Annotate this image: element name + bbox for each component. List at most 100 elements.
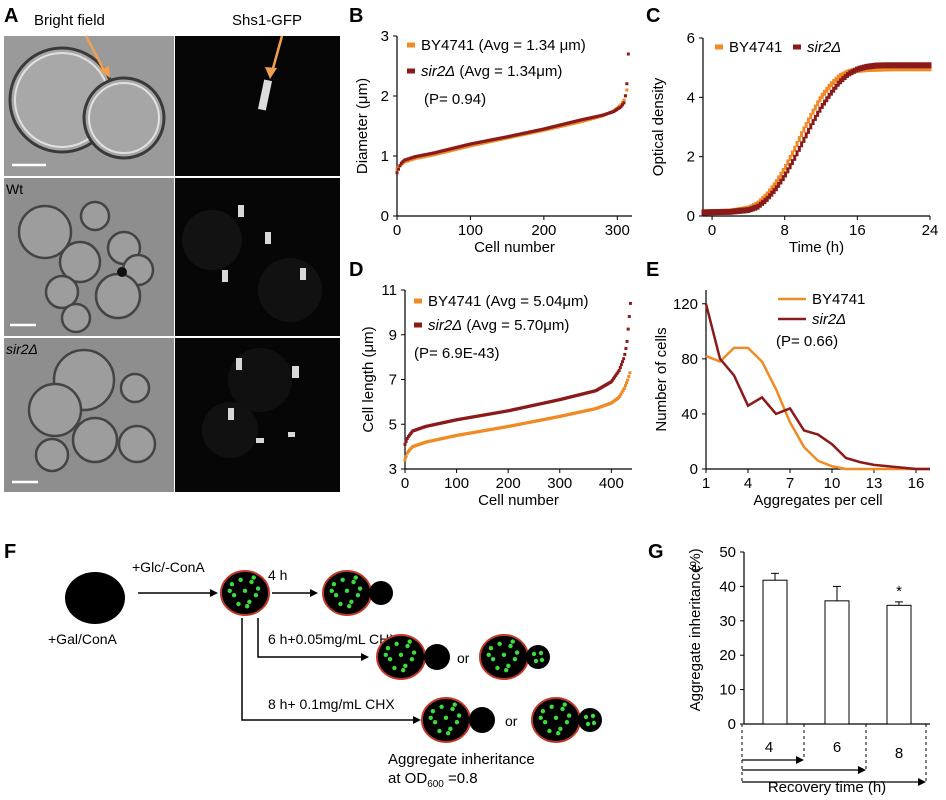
y-tick-label: 0 <box>381 208 389 225</box>
data-point <box>921 62 925 69</box>
legend-entry: sir2Δ <box>812 311 846 328</box>
aggregate-dot <box>495 665 500 671</box>
aggregate-dot <box>443 715 449 720</box>
data-point <box>873 65 877 72</box>
micrograph-gfp-1 <box>175 36 340 176</box>
aggregate-dot <box>227 588 232 593</box>
data-point <box>751 205 755 212</box>
data-point <box>781 175 785 182</box>
x-tick-label: 7 <box>786 475 794 492</box>
x-tick-label: 13 <box>866 475 883 492</box>
data-point <box>823 99 827 106</box>
y-tick-label: 50 <box>719 544 736 561</box>
aggregate-dot <box>585 721 591 727</box>
data-point <box>767 193 771 200</box>
x-tick-label: 300 <box>547 475 572 492</box>
data-point <box>859 65 863 72</box>
daughter-bud <box>578 708 602 732</box>
data-point <box>873 62 877 69</box>
aggregate-dot <box>539 657 545 663</box>
data-point <box>804 132 808 139</box>
legend-average: (Avg = 5.70μm) <box>462 317 569 334</box>
data-point <box>745 207 749 214</box>
category-label: 4 <box>765 739 773 756</box>
data-point <box>862 64 866 71</box>
aggregate-dot <box>338 601 343 607</box>
y-tick-label: 3 <box>381 28 389 45</box>
category-label: 8 <box>895 745 903 762</box>
daughter-bud <box>369 581 393 605</box>
panel-e-letter: E <box>646 259 659 281</box>
chart-d-pvalue: (P= 6.9E-43) <box>414 345 499 362</box>
data-point <box>839 78 843 85</box>
data-point <box>845 71 849 78</box>
panel-b-letter: B <box>349 5 363 27</box>
legend-entry: BY4741 (Avg = 1.34 μm) <box>421 37 586 54</box>
data-point <box>806 127 810 134</box>
aggregate-dot <box>331 582 337 587</box>
y-tick-label: 5 <box>389 416 397 433</box>
data-point <box>772 182 776 189</box>
data-point <box>754 204 758 211</box>
bar <box>824 600 850 725</box>
legend-entry: BY4741 <box>812 291 865 308</box>
branch3-cells-empty-bud <box>421 697 495 743</box>
x-tick-label: 200 <box>531 222 556 239</box>
data-point <box>715 209 719 216</box>
data-point <box>832 86 836 93</box>
data-point <box>784 163 788 170</box>
readout-line2: at OD600 =0.8 <box>388 770 478 790</box>
aggregate-dot <box>249 579 254 585</box>
y-tick-label: 30 <box>719 613 736 630</box>
aggregate-dot <box>231 593 237 598</box>
data-point <box>795 140 799 147</box>
data-point <box>740 207 744 214</box>
data-point <box>765 191 769 198</box>
data-point <box>701 209 705 216</box>
data-point <box>884 62 888 69</box>
y-tick-label: 3 <box>389 461 397 478</box>
data-point <box>910 62 914 69</box>
data-point <box>738 207 742 214</box>
chart-d-cell-length: 0 100 200 300 400 3 5 7 9 11 Cell number Cell lengt… <box>360 282 632 509</box>
aggregate-dot <box>514 650 520 655</box>
aggregate-dot <box>349 599 354 604</box>
aggregate-dot <box>490 657 496 662</box>
data-point <box>735 208 739 215</box>
x-tick-label: 0 <box>401 475 409 492</box>
legend-entry: BY4741 (Avg = 5.04μm) <box>428 293 589 310</box>
data-point <box>797 145 801 152</box>
aggregate-dot <box>238 577 243 582</box>
readout-prefix: at OD <box>388 770 427 787</box>
data-point <box>907 62 911 69</box>
data-point <box>880 62 884 69</box>
data-point <box>809 112 813 119</box>
legend-entry: sir2Δ <box>807 39 841 56</box>
y-axis-title: Optical density <box>650 77 667 176</box>
data-point <box>887 65 891 72</box>
aggregate-dot <box>244 604 250 609</box>
data-point <box>726 208 730 215</box>
data-point <box>710 209 714 216</box>
y-tick-label: 40 <box>681 406 698 423</box>
aggregate-dot <box>229 582 235 587</box>
data-point <box>889 62 893 69</box>
chart-e-pvalue: (P= 0.66) <box>776 333 838 350</box>
recovery-arrowhead <box>858 766 866 774</box>
y-tick-label: 0 <box>690 461 698 478</box>
x-tick-label: 100 <box>444 475 469 492</box>
micrograph-bf-1 <box>4 36 174 176</box>
branch2-arrowhead <box>361 653 369 661</box>
aggregate-dot <box>591 720 597 726</box>
data-point <box>813 114 817 121</box>
x-tick-label: 4 <box>744 475 752 492</box>
aggregate-dot <box>437 728 442 734</box>
data-point <box>763 198 767 205</box>
x-tick-label: 16 <box>849 222 866 239</box>
aggregate-dot <box>405 643 410 649</box>
data-point <box>706 209 710 216</box>
panel-d-letter: D <box>349 259 363 281</box>
data-point <box>825 96 829 103</box>
y-tick-label: 2 <box>687 149 695 166</box>
